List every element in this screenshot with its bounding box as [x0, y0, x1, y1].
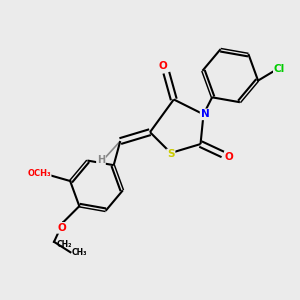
- Text: OCH₃: OCH₃: [27, 169, 51, 178]
- Text: S: S: [167, 149, 175, 160]
- Text: O: O: [159, 61, 168, 71]
- Text: H: H: [97, 155, 105, 165]
- Text: N: N: [201, 109, 209, 119]
- Text: O: O: [57, 223, 66, 233]
- Text: CH₂: CH₂: [56, 240, 72, 249]
- Text: O: O: [225, 152, 234, 162]
- Text: CH₃: CH₃: [72, 248, 87, 257]
- Text: Cl: Cl: [274, 64, 285, 74]
